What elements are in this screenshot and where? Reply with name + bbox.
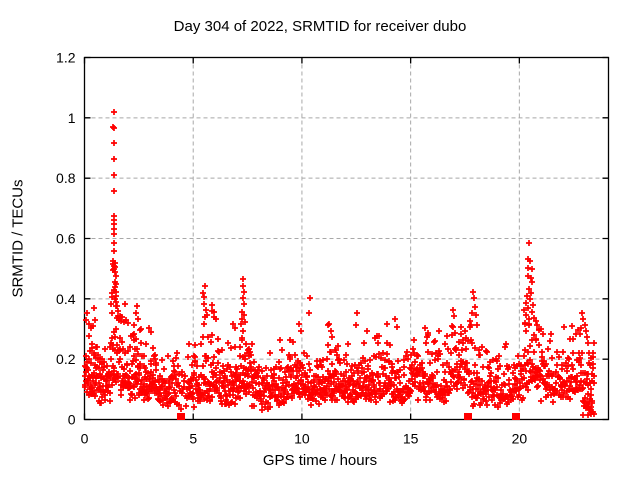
- svg-text:0.4: 0.4: [56, 291, 76, 307]
- svg-text:0: 0: [68, 412, 76, 428]
- svg-text:0.8: 0.8: [56, 170, 76, 186]
- svg-text:0.2: 0.2: [56, 351, 76, 367]
- svg-text:0.6: 0.6: [56, 231, 76, 247]
- chart-title: Day 304 of 2022, SRMTID for receiver dub…: [173, 18, 467, 35]
- svg-text:20: 20: [512, 431, 528, 447]
- svg-text:1: 1: [68, 110, 76, 126]
- svg-text:10: 10: [294, 431, 310, 447]
- x-axis-title: GPS time / hours: [262, 452, 378, 469]
- svg-text:0: 0: [81, 431, 89, 447]
- svg-text:5: 5: [189, 431, 197, 447]
- svg-text:15: 15: [403, 431, 419, 447]
- svg-text:1.2: 1.2: [56, 50, 76, 66]
